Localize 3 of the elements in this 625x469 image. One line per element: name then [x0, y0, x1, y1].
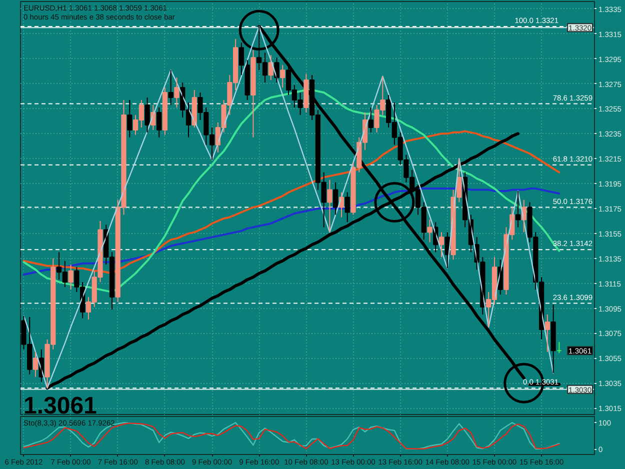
point — [238, 10, 280, 50]
annotation: 1.3061 — [24, 392, 97, 420]
point — [374, 182, 415, 222]
